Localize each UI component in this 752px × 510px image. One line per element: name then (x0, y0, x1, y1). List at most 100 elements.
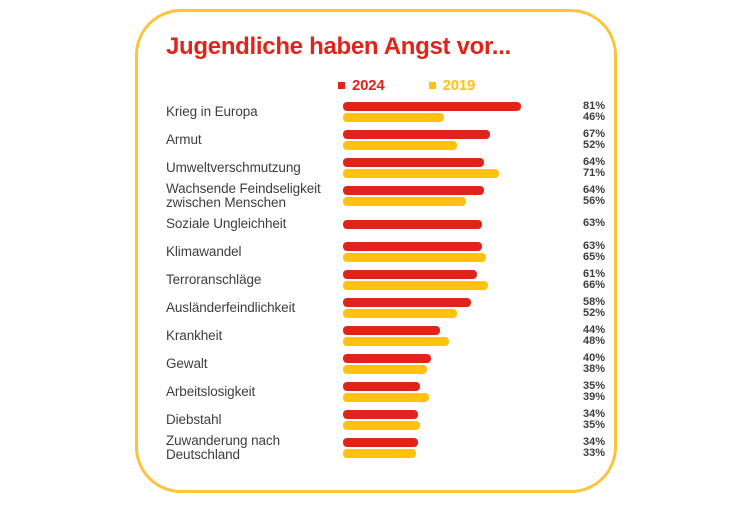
chart-rows: Krieg in Europa 81% 46% Armut 67% 52% Umweltve… (166, 98, 614, 462)
bar-2019 (343, 337, 449, 346)
bar-2019 (343, 113, 444, 122)
page: { "theme": { "red": "#E2231A", "yellow":… (0, 9, 752, 510)
bar-2024 (343, 130, 490, 139)
category-label: Umweltverschmutzung (166, 160, 301, 175)
legend-label-2019: 2019 (442, 76, 476, 94)
value-label-2024: 64% (583, 183, 606, 196)
category-label: Krankheit (166, 328, 223, 343)
bar-group (343, 242, 583, 262)
bar-group (343, 102, 583, 122)
bar-2019 (343, 197, 466, 206)
value-label-2019: 33% (583, 447, 606, 459)
value-label-2019: 35% (583, 419, 606, 431)
bar-2019 (343, 169, 499, 178)
category-label: Zuwanderung nach Deutschland (166, 433, 280, 462)
chart-row: Terroranschläge 61% 66% (166, 266, 614, 294)
bar-2024 (343, 354, 431, 363)
chart-row: Armut 67% 52% (166, 126, 614, 154)
bar-2024 (343, 410, 418, 419)
bar-group (343, 438, 583, 458)
value-label-2019: 71% (583, 167, 606, 179)
category-label: Ausländerfeindlichkeit (166, 300, 296, 315)
bar-2019 (343, 281, 488, 290)
value-labels: 63% (583, 218, 614, 230)
chart-row: Krankheit 44% 48% (166, 322, 614, 350)
category-label: Krieg in Europa (166, 104, 258, 119)
legend-label-2024: 2024 (352, 76, 385, 94)
value-labels: 34% 33% (583, 436, 614, 460)
bar-group (343, 382, 583, 402)
value-labels: 35% 39% (583, 379, 614, 404)
value-label-2019: 48% (583, 335, 606, 347)
value-label-2019: 66% (583, 279, 606, 291)
legend-item-2019: 2019 (428, 76, 476, 94)
legend-item-2024: 2024 (338, 77, 385, 94)
value-label-2019: 46% (583, 111, 606, 123)
value-labels: 34% 35% (583, 407, 614, 432)
bar-group (343, 354, 583, 374)
chart-row: Umweltverschmutzung 64% 71% (166, 154, 614, 182)
chart-row: Krieg in Europa 81% 46% (166, 98, 614, 126)
value-label-2024: 81% (583, 99, 606, 112)
legend-swatch-2024-icon (338, 81, 345, 89)
bar-2019 (343, 253, 486, 262)
value-label-2019: 65% (583, 251, 606, 263)
value-labels: 64% 56% (583, 183, 614, 208)
bar-2019 (343, 393, 429, 402)
bar-2024 (343, 158, 484, 167)
bar-2024 (343, 382, 420, 391)
bar-group (343, 298, 583, 318)
category-label: Gewalt (166, 356, 208, 371)
value-label-2019: 56% (583, 195, 606, 207)
bar-group (343, 326, 583, 346)
value-label-2024: 63% (583, 239, 606, 252)
category-label: Klimawandel (166, 244, 242, 259)
value-labels: 44% 48% (583, 323, 614, 348)
value-labels: 63% 65% (583, 239, 614, 264)
chart-row: Klimawandel 63% 65% (166, 238, 614, 266)
bar-2024 (343, 219, 482, 229)
bar-2024 (343, 242, 482, 251)
bar-2024 (343, 102, 521, 111)
value-label-2024: 67% (583, 127, 606, 140)
value-label-2024: 35% (583, 379, 606, 392)
legend: 2024 2019 (338, 75, 614, 95)
value-labels: 40% 38% (583, 352, 614, 376)
bar-2024 (343, 438, 418, 447)
chart-card: Jugendliche haben Angst vor... 2024 2019… (135, 9, 617, 493)
value-labels: 64% 71% (583, 155, 614, 180)
value-label-2024: 58% (583, 295, 606, 308)
bar-group (343, 130, 583, 150)
chart-row: Gewalt 40% 38% (166, 350, 614, 378)
bar-2019 (343, 421, 420, 430)
chart-row: Diebstahl 34% 35% (166, 406, 614, 434)
value-labels: 58% 52% (583, 295, 614, 320)
category-label: Wachsende Feindseligkeit zwischen Mensch… (166, 181, 321, 210)
value-label-2019: 38% (583, 363, 606, 375)
value-label-2024: 44% (583, 323, 606, 336)
value-label-2024: 63% (583, 217, 606, 230)
category-label: Armut (166, 132, 202, 147)
bar-group (343, 186, 583, 206)
value-labels: 67% 52% (583, 127, 614, 152)
category-label: Soziale Ungleichheit (166, 216, 287, 231)
value-label-2024: 64% (583, 155, 606, 168)
value-labels: 61% 66% (583, 267, 614, 292)
bar-2019 (343, 309, 457, 318)
value-label-2024: 34% (583, 407, 606, 420)
value-label-2019: 52% (583, 139, 606, 151)
bar-group (343, 219, 583, 229)
bar-group (343, 270, 583, 290)
value-label-2019: 39% (583, 391, 606, 403)
value-label-2024: 61% (583, 267, 606, 280)
category-label: Diebstahl (166, 412, 222, 427)
chart-title: Jugendliche haben Angst vor... (166, 33, 511, 60)
bar-2019 (343, 365, 427, 374)
bar-group (343, 158, 583, 178)
legend-swatch-2019-icon (428, 81, 436, 89)
bar-2019 (343, 449, 416, 458)
bar-2024 (343, 326, 440, 335)
bar-2024 (343, 298, 471, 307)
chart-row: Arbeitslosigkeit 35% 39% (166, 378, 614, 406)
bar-2024 (343, 186, 484, 195)
